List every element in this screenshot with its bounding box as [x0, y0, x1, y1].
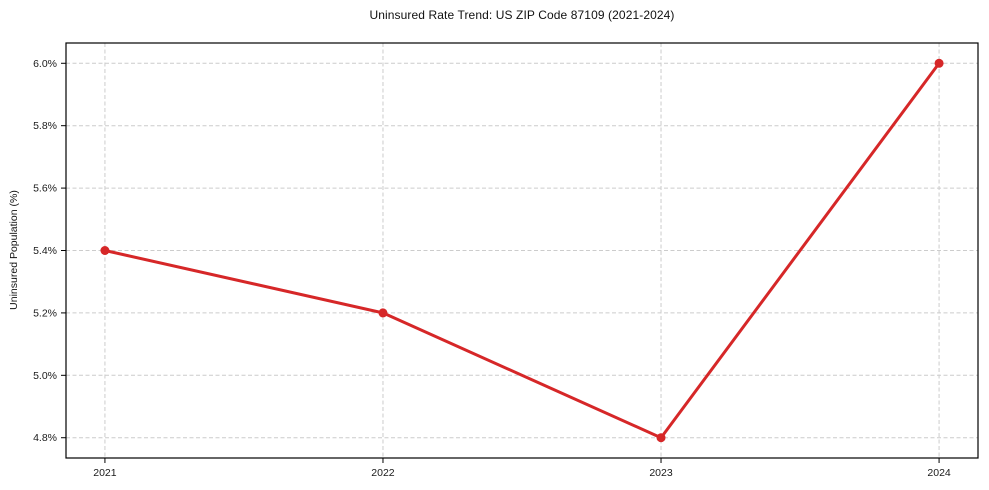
y-tick-label: 4.8%: [33, 432, 57, 444]
x-tick-label: 2021: [93, 467, 117, 479]
data-point-2023: [656, 433, 666, 443]
chart-title: Uninsured Rate Trend: US ZIP Code 87109 …: [369, 8, 675, 22]
y-tick-label: 5.4%: [33, 245, 57, 257]
y-tick-label: 5.6%: [33, 183, 57, 195]
y-tick-label: 5.8%: [33, 120, 57, 132]
x-tick-label: 2024: [927, 467, 951, 479]
data-point-2021: [100, 246, 110, 255]
y-tick-label: 5.0%: [33, 370, 57, 382]
y-tick-label: 5.2%: [33, 307, 57, 319]
x-tick-label: 2023: [649, 467, 673, 479]
data-point-2022: [378, 308, 388, 318]
trend-line: [103, 61, 941, 440]
y-axis-label: Uninsured Population (%): [8, 190, 20, 310]
x-tick-label: 2022: [371, 467, 395, 479]
y-tick-label: 6.0%: [33, 58, 57, 70]
data-point-2024: [934, 58, 944, 68]
